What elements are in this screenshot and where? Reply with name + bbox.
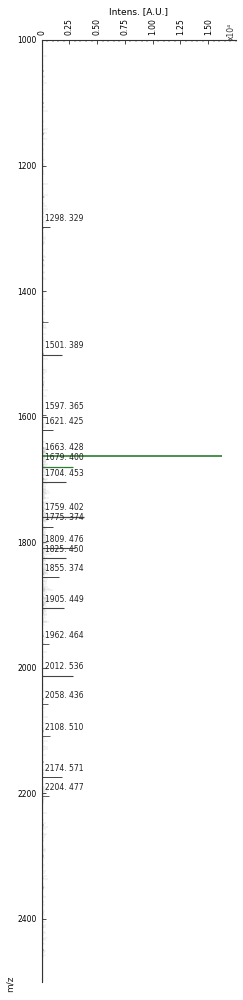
Text: 1679. 400: 1679. 400 bbox=[45, 453, 84, 462]
Text: 1855. 374: 1855. 374 bbox=[45, 564, 84, 573]
X-axis label: Intens. [A.U.]: Intens. [A.U.] bbox=[109, 7, 168, 16]
Text: 2012. 536: 2012. 536 bbox=[45, 662, 83, 671]
Text: m/z: m/z bbox=[6, 975, 15, 992]
Text: 1621. 425: 1621. 425 bbox=[45, 417, 83, 426]
Text: 1809. 476: 1809. 476 bbox=[45, 535, 84, 544]
Text: 1759. 402: 1759. 402 bbox=[45, 503, 84, 512]
Text: 1905. 449: 1905. 449 bbox=[45, 595, 84, 604]
Text: 1298. 329: 1298. 329 bbox=[45, 214, 83, 223]
Text: 1825. 450: 1825. 450 bbox=[45, 545, 83, 554]
Text: 1597. 365: 1597. 365 bbox=[45, 402, 84, 411]
Text: 1704. 453: 1704. 453 bbox=[45, 469, 84, 478]
Text: 1663. 428: 1663. 428 bbox=[45, 443, 83, 452]
Text: 2058. 436: 2058. 436 bbox=[45, 691, 84, 700]
Text: 1962. 464: 1962. 464 bbox=[45, 631, 84, 640]
Text: 2108. 510: 2108. 510 bbox=[45, 723, 83, 732]
Text: 1501. 389: 1501. 389 bbox=[45, 341, 83, 350]
Text: x10⁴: x10⁴ bbox=[227, 23, 236, 40]
Text: 2204. 477: 2204. 477 bbox=[45, 783, 84, 792]
Text: 2174. 571: 2174. 571 bbox=[45, 764, 83, 773]
Text: 1775. 374: 1775. 374 bbox=[45, 513, 84, 522]
